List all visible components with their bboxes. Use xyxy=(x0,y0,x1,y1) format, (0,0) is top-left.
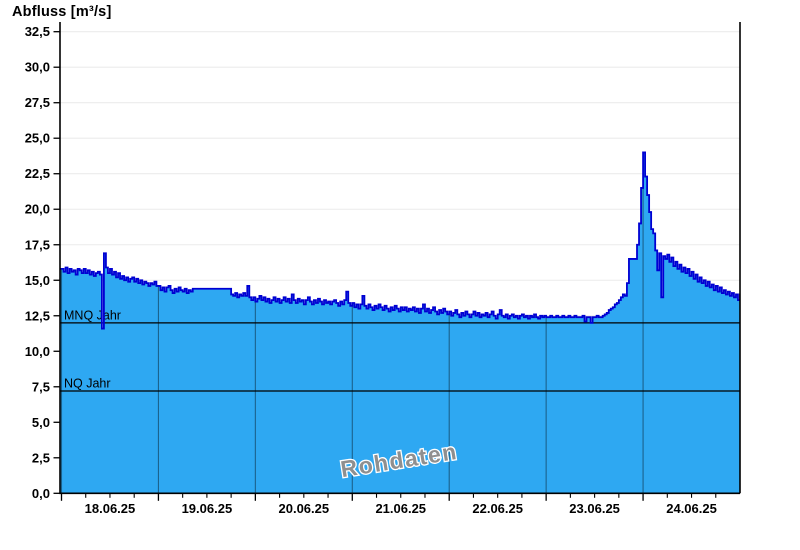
y-tick-label: 2,5 xyxy=(32,450,50,465)
mnq-label: MNQ Jahr xyxy=(64,308,121,322)
y-tick-label: 25,0 xyxy=(25,131,50,146)
y-tick-label: 17,5 xyxy=(25,237,50,252)
y-tick-label: 20,0 xyxy=(25,202,50,217)
y-tick-label: 7,5 xyxy=(32,379,50,394)
y-tick-label: 15,0 xyxy=(25,273,50,288)
y-tick-label: 0,0 xyxy=(32,486,50,501)
x-tick-label: 22.06.25 xyxy=(472,501,523,516)
y-tick-label: 5,0 xyxy=(32,415,50,430)
x-tick-label: 23.06.25 xyxy=(569,501,620,516)
chart-title: Abfluss [m³/s] xyxy=(12,4,112,20)
y-tick-label: 10,0 xyxy=(25,344,50,359)
y-tick-label: 27,5 xyxy=(25,95,50,110)
nq-label: NQ Jahr xyxy=(64,377,111,391)
x-tick-label: 20.06.25 xyxy=(279,501,330,516)
x-tick-label: 24.06.25 xyxy=(666,501,717,516)
y-tick-label: 12,5 xyxy=(25,308,50,323)
y-tick-label: 32,5 xyxy=(25,24,50,39)
y-tick-label: 30,0 xyxy=(25,60,50,75)
y-tick-label: 22,5 xyxy=(25,166,50,181)
discharge-curve xyxy=(60,151,740,330)
x-tick-label: 21.06.25 xyxy=(375,501,426,516)
x-tick-label: 19.06.25 xyxy=(182,501,233,516)
x-tick-label: 18.06.25 xyxy=(85,501,136,516)
